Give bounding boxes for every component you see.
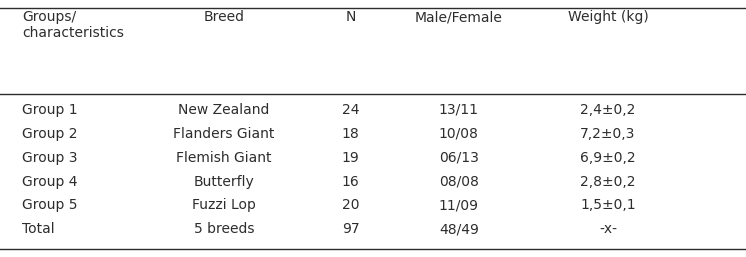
Text: New Zealand: New Zealand [178, 103, 269, 117]
Text: 48/49: 48/49 [439, 222, 479, 236]
Text: Flanders Giant: Flanders Giant [173, 127, 275, 141]
Text: -x-: -x- [599, 222, 617, 236]
Text: Fuzzi Lop: Fuzzi Lop [192, 198, 256, 212]
Text: Total: Total [22, 222, 55, 236]
Text: 13/11: 13/11 [439, 103, 479, 117]
Text: 6,9±0,2: 6,9±0,2 [580, 151, 636, 164]
Text: Male/Female: Male/Female [415, 10, 503, 24]
Text: 08/08: 08/08 [439, 175, 479, 188]
Text: Weight (kg): Weight (kg) [568, 10, 648, 24]
Text: 5 breeds: 5 breeds [193, 222, 254, 236]
Text: Group 2: Group 2 [22, 127, 78, 141]
Text: 24: 24 [342, 103, 360, 117]
Text: 2,4±0,2: 2,4±0,2 [580, 103, 636, 117]
Text: Flemish Giant: Flemish Giant [176, 151, 272, 164]
Text: 16: 16 [342, 175, 360, 188]
Text: 18: 18 [342, 127, 360, 141]
Text: Breed: Breed [204, 10, 244, 24]
Text: Butterfly: Butterfly [193, 175, 254, 188]
Text: Group 3: Group 3 [22, 151, 78, 164]
Text: N: N [345, 10, 356, 24]
Text: 1,5±0,1: 1,5±0,1 [580, 198, 636, 212]
Text: Group 1: Group 1 [22, 103, 78, 117]
Text: 06/13: 06/13 [439, 151, 479, 164]
Text: 19: 19 [342, 151, 360, 164]
Text: Group 5: Group 5 [22, 198, 78, 212]
Text: 10/08: 10/08 [439, 127, 479, 141]
Text: 11/09: 11/09 [439, 198, 479, 212]
Text: 20: 20 [342, 198, 360, 212]
Text: Group 4: Group 4 [22, 175, 78, 188]
Text: 97: 97 [342, 222, 360, 236]
Text: 7,2±0,3: 7,2±0,3 [580, 127, 636, 141]
Text: Groups/
characteristics: Groups/ characteristics [22, 10, 125, 41]
Text: 2,8±0,2: 2,8±0,2 [580, 175, 636, 188]
